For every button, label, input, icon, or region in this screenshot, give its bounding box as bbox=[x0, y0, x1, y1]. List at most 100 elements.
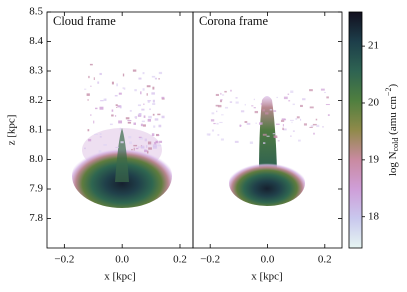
colorbar-tick-label: 19 bbox=[368, 153, 380, 165]
speckle bbox=[158, 78, 160, 80]
speckle bbox=[144, 149, 147, 151]
speckle bbox=[135, 147, 139, 150]
speckle bbox=[133, 147, 135, 151]
speckle bbox=[282, 124, 284, 127]
speckle bbox=[272, 133, 276, 135]
speckle bbox=[142, 72, 145, 75]
speckle bbox=[157, 144, 162, 147]
speckle bbox=[148, 147, 152, 150]
speckle bbox=[111, 114, 114, 117]
speckle bbox=[146, 93, 148, 96]
speckle bbox=[103, 98, 107, 101]
speckle bbox=[115, 146, 119, 148]
speckle bbox=[93, 120, 95, 124]
speckle bbox=[326, 96, 329, 99]
speckle bbox=[119, 127, 122, 131]
speckle bbox=[84, 88, 87, 90]
colorbar-label-part: (amu cm bbox=[387, 96, 399, 138]
speckle bbox=[147, 118, 152, 122]
speckle bbox=[324, 91, 326, 94]
speckle bbox=[143, 103, 145, 106]
y-tick-label: 8.0 bbox=[29, 153, 43, 165]
speckle bbox=[146, 150, 149, 154]
speckle bbox=[87, 99, 89, 101]
colorbar bbox=[348, 11, 363, 249]
speckle bbox=[249, 141, 254, 144]
speckle bbox=[309, 126, 313, 128]
y-tick-label: 8.1 bbox=[29, 124, 43, 136]
speckle bbox=[298, 139, 301, 142]
speckle bbox=[315, 118, 318, 121]
speckle bbox=[276, 96, 279, 99]
y-tick-label: 8.5 bbox=[29, 6, 43, 18]
corona-image bbox=[206, 88, 330, 206]
speckle bbox=[131, 149, 133, 151]
speckle bbox=[137, 104, 142, 107]
speckle bbox=[152, 103, 156, 105]
speckle bbox=[95, 107, 98, 110]
speckle bbox=[90, 114, 92, 116]
x-tick-label: −0.2 bbox=[200, 254, 220, 266]
colorbar-tick-label: 20 bbox=[368, 97, 380, 109]
y-tick-label: 7.9 bbox=[29, 183, 43, 195]
speckle bbox=[128, 136, 132, 139]
speckle bbox=[158, 71, 163, 75]
speckle bbox=[151, 133, 155, 137]
speckle bbox=[129, 109, 132, 112]
speckle bbox=[146, 85, 151, 88]
speckle bbox=[235, 101, 239, 104]
speckle bbox=[99, 106, 104, 110]
speckle bbox=[120, 141, 124, 144]
speckle bbox=[316, 124, 320, 128]
speckle bbox=[263, 142, 266, 145]
speckle bbox=[118, 120, 123, 124]
speckle bbox=[230, 89, 232, 92]
x-tick-label: 0.2 bbox=[173, 254, 187, 266]
speckle bbox=[220, 92, 222, 95]
speckle bbox=[141, 108, 145, 111]
speckle bbox=[127, 119, 132, 122]
speckle bbox=[309, 89, 313, 92]
speckle bbox=[312, 123, 317, 126]
colorbar-label-part: log N bbox=[387, 151, 399, 176]
x-tick-label: −0.2 bbox=[54, 254, 74, 266]
speckle bbox=[292, 130, 295, 132]
y-tick-label: 8.4 bbox=[29, 35, 43, 47]
speckle bbox=[119, 105, 122, 109]
panel-title: Cloud frame bbox=[53, 14, 116, 28]
colorbar-label-part: cold bbox=[391, 138, 400, 152]
speckle bbox=[138, 146, 140, 148]
speckle bbox=[287, 93, 290, 95]
speckle bbox=[90, 85, 92, 87]
speckle bbox=[122, 87, 124, 89]
colorbar-tick-label: 21 bbox=[368, 40, 379, 52]
colorbar-label: log Ncold (amu cm−2) bbox=[384, 84, 400, 177]
speckle bbox=[235, 97, 238, 99]
speckle bbox=[147, 141, 152, 145]
speckle bbox=[262, 109, 266, 112]
speckle bbox=[266, 135, 270, 137]
speckle bbox=[117, 105, 122, 108]
speckle bbox=[288, 100, 291, 102]
speckle bbox=[161, 98, 165, 100]
speckle bbox=[253, 98, 255, 101]
speckle bbox=[132, 69, 137, 72]
speckle bbox=[269, 109, 273, 111]
speckle bbox=[143, 115, 146, 118]
speckle bbox=[127, 121, 132, 124]
speckle bbox=[145, 145, 148, 148]
speckle bbox=[133, 122, 136, 125]
speckle bbox=[116, 83, 118, 87]
speckle bbox=[154, 118, 159, 121]
speckle bbox=[139, 137, 144, 140]
speckle bbox=[299, 118, 302, 121]
speckle bbox=[219, 121, 223, 124]
speckle bbox=[158, 124, 162, 128]
speckle bbox=[152, 113, 155, 116]
speckle bbox=[229, 101, 233, 103]
speckle bbox=[161, 96, 165, 99]
speckle bbox=[265, 112, 269, 115]
speckle bbox=[144, 138, 147, 142]
speckle bbox=[141, 120, 145, 123]
